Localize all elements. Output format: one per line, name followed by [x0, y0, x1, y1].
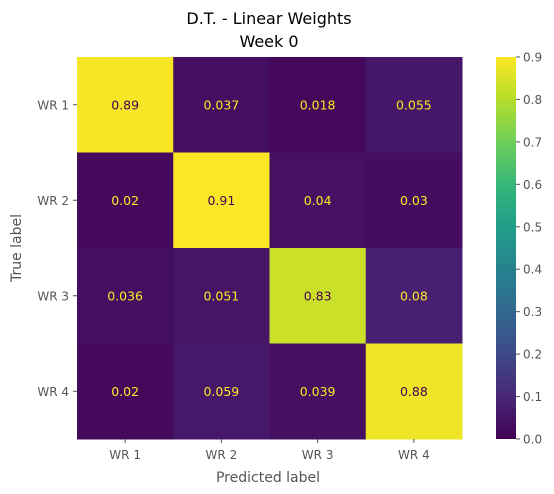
colorbar-tick-label-5: 0.4	[523, 263, 542, 277]
matrix-cell-labels: 0.89 0.037 0.018 0.055 0.02 0.91 0.04 0.03 0.036…	[107, 97, 432, 399]
chart-title-line-2: Week 0	[239, 32, 298, 51]
colorbar-tick-label-9: 0.8	[523, 93, 542, 107]
matrix-cell-r4-c3	[269, 343, 367, 440]
x-tick-label-3: WR 3	[302, 448, 334, 462]
matrix-cell-r1-c3	[269, 57, 367, 153]
matrix-cell-r1-c4	[365, 57, 463, 153]
colorbar-ticks: 0.0 0.1 0.2 0.3 0.4 0.5 0.6 0.7 0.8 0.9	[516, 51, 542, 447]
matrix-cell-r3-c2	[173, 248, 270, 344]
cell-value-label-r2-c1: 0.02	[111, 193, 139, 208]
x-tick-label-2: WR 2	[206, 448, 238, 462]
matrix-cell-r1-c1	[77, 57, 174, 153]
x-tick-label-4: WR 4	[398, 448, 430, 462]
matrix-cell-r2-c2	[173, 152, 270, 249]
colorbar-tick-label-2: 0.1	[523, 390, 542, 404]
cell-value-label-r1-c3: 0.018	[300, 97, 336, 112]
colorbar-tick-label-10: 0.9	[523, 51, 542, 65]
x-tick-label-1: WR 1	[109, 448, 141, 462]
matrix-cell-r2-c1	[77, 152, 174, 249]
matrix-cell-r4-c2	[173, 343, 270, 440]
matrix-cells	[77, 57, 463, 440]
colorbar-tick-label-6: 0.5	[523, 220, 542, 234]
x-axis-ticks: WR 1 WR 2 WR 3 WR 4	[109, 439, 430, 462]
cell-value-label-r3-c1: 0.036	[107, 288, 143, 303]
colorbar-tick-label-7: 0.6	[523, 178, 542, 192]
matrix-cell-r3-c1	[77, 248, 174, 344]
matrix-cell-r3-c3	[269, 248, 367, 344]
colorbar-tick-label-1: 0.0	[523, 433, 542, 447]
colorbar-tick-label-3: 0.2	[523, 348, 542, 362]
x-axis-label: Predicted label	[216, 470, 320, 486]
matrix-cell-r1-c2	[173, 57, 270, 153]
cell-value-label-r1-c1: 0.89	[111, 97, 139, 112]
cell-value-label-r1-c4: 0.055	[396, 97, 432, 112]
chart-title-line-1: D.T. - Linear Weights	[186, 9, 351, 28]
colorbar-tick-label-8: 0.7	[523, 135, 542, 149]
cell-value-label-r2-c3: 0.04	[304, 193, 332, 208]
matrix-cell-r2-c3	[269, 152, 367, 249]
matrix-cell-r3-c4	[365, 248, 463, 344]
y-tick-label-1: WR 1	[37, 98, 69, 112]
y-tick-label-2: WR 2	[37, 194, 69, 208]
colorbar-tick-label-4: 0.3	[523, 305, 542, 319]
cell-value-label-r4-c3: 0.039	[300, 384, 336, 399]
y-axis-ticks: WR 1 WR 2 WR 3 WR 4	[37, 98, 77, 399]
cell-value-label-r4-c2: 0.059	[203, 384, 239, 399]
matrix-cell-r4-c4	[365, 343, 463, 440]
y-axis-label: True label	[9, 214, 25, 283]
cell-value-label-r4-c4: 0.88	[400, 384, 428, 399]
cell-value-label-r2-c4: 0.03	[400, 193, 428, 208]
colorbar	[496, 57, 516, 439]
matrix-cell-r2-c4	[365, 152, 463, 249]
cell-value-label-r3-c4: 0.08	[400, 288, 428, 303]
cell-value-label-r4-c1: 0.02	[111, 384, 139, 399]
cell-value-label-r1-c2: 0.037	[203, 97, 239, 112]
matrix-cell-r4-c1	[77, 343, 174, 440]
y-tick-label-3: WR 3	[37, 289, 69, 303]
y-tick-label-4: WR 4	[37, 385, 69, 399]
cell-value-label-r2-c2: 0.91	[207, 193, 235, 208]
cell-value-label-r3-c2: 0.051	[203, 288, 239, 303]
cell-value-label-r3-c3: 0.83	[304, 288, 332, 303]
